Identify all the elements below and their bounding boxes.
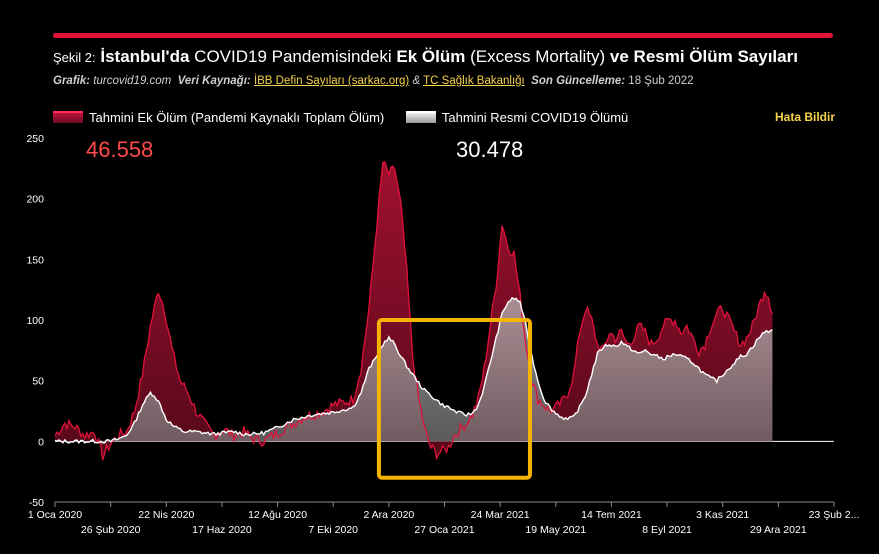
x-tick-label: 8 Eyl 2021 [642, 524, 692, 536]
legend-label-official: Tahmini Resmi COVID19 Ölümü [441, 110, 629, 125]
grafik-label: Grafik: [53, 75, 91, 87]
chart-title: Şekil 2: İstanbul'da COVID19 Pandemisind… [53, 47, 798, 67]
y-tick-label: 250 [26, 133, 44, 145]
x-tick-label: 23 Şub 2... [809, 509, 860, 521]
title-city: İstanbul'da [100, 47, 190, 66]
official-area [55, 297, 773, 443]
source-amp: & [412, 75, 421, 87]
y-tick-label: 50 [32, 376, 44, 388]
legend-swatch-excess [53, 111, 83, 123]
source-label: Veri Kaynağı: [177, 75, 251, 87]
x-tick-label: 24 Mar 2021 [471, 509, 530, 521]
x-tick-label: 22 Nis 2020 [138, 509, 194, 521]
x-tick-label: 2 Ara 2020 [363, 509, 414, 521]
x-tick-label: 7 Eki 2020 [308, 524, 358, 536]
source-link-ibb[interactable]: İBB Defin Sayıları (sarkac.org) [253, 75, 410, 87]
x-tick-label: 12 Ağu 2020 [248, 509, 307, 521]
y-tick-label: -50 [29, 497, 44, 509]
chart-subtitle: Grafik: turcovid19.com Veri Kaynağı: İBB… [53, 75, 694, 87]
legend-swatch-official [405, 111, 436, 123]
x-tick-label: 14 Tem 2021 [581, 509, 642, 521]
legend-label-excess: Tahmini Ek Ölüm (Pandemi Kaynaklı Toplam… [89, 110, 385, 125]
x-tick-label: 3 Kas 2021 [696, 509, 749, 521]
y-tick-label: 100 [26, 315, 44, 327]
y-tick-label: 200 [26, 194, 44, 206]
x-tick-label: 1 Oca 2020 [28, 509, 82, 521]
top-accent-bar [53, 33, 833, 38]
highlight-box [376, 318, 532, 480]
y-tick-label: 150 [26, 254, 44, 266]
total-official-value: 30.478 [456, 137, 523, 162]
x-tick-label: 17 Haz 2020 [192, 524, 252, 536]
source-link-ministry[interactable]: TC Sağlık Bakanlığı [423, 75, 525, 87]
title-prefix: Şekil 2: [53, 50, 96, 65]
report-error-link[interactable]: Hata Bildir [775, 110, 836, 124]
title-excess: Ek Ölüm [396, 47, 466, 66]
title-official: ve Resmi Ölüm Sayıları [609, 47, 798, 66]
updated-value: 18 Şub 2022 [628, 75, 694, 87]
x-tick-label: 19 May 2021 [525, 524, 586, 536]
x-tick-label: 26 Şub 2020 [81, 524, 141, 536]
y-tick-label: 0 [38, 436, 44, 448]
title-mid1: COVID19 Pandemisindeki [194, 47, 392, 66]
title-mid2: (Excess Mortality) [470, 47, 606, 66]
x-tick-label: 27 Oca 2021 [414, 524, 474, 536]
updated-label: Son Güncelleme: [531, 75, 626, 87]
chart-legend: Tahmini Ek Ölüm (Pandemi Kaynaklı Toplam… [53, 110, 628, 125]
official-line [54, 296, 773, 444]
excess-line [54, 161, 773, 461]
grafik-value: turcovid19.com [93, 75, 172, 87]
total-excess-value: 46.558 [86, 137, 153, 162]
x-tick-label: 29 Ara 2021 [750, 524, 807, 536]
